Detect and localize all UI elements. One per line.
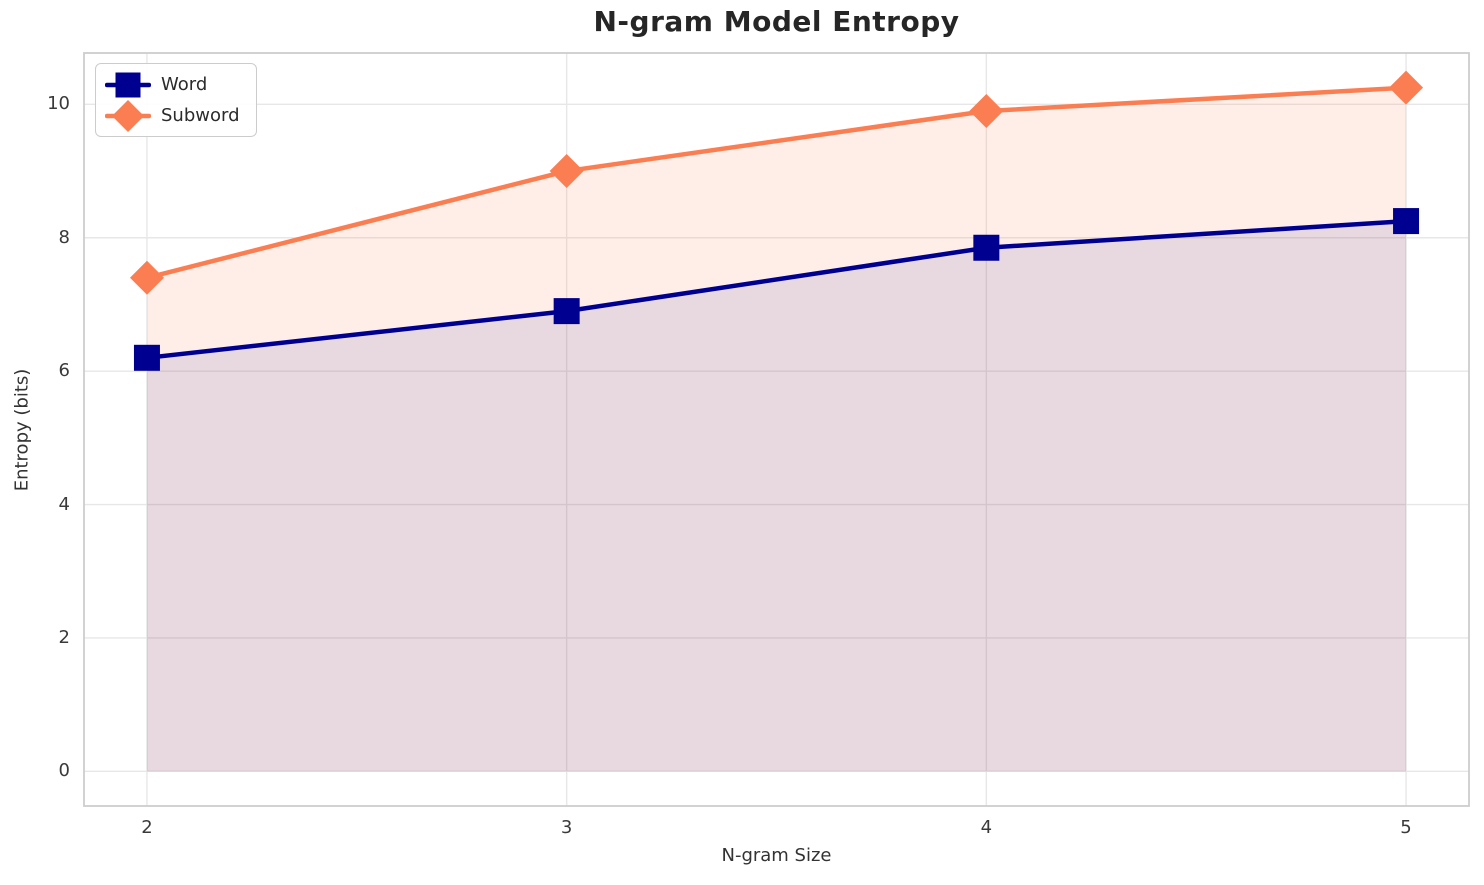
y-tick-label: 0: [58, 760, 70, 782]
x-tick-label: 3: [560, 817, 573, 838]
legend-item-word: Word: [105, 69, 240, 100]
legend-label: Word: [161, 74, 208, 95]
marker-diamond: [1389, 70, 1424, 105]
y-tick-label: 4: [58, 493, 70, 515]
line-word: [144, 218, 1409, 361]
legend-marker-diamond: [112, 99, 144, 132]
y-tick-label: 8: [58, 226, 70, 248]
marker-diamond: [129, 260, 164, 295]
x-tick-label: 4: [980, 817, 993, 838]
line-subword: [144, 85, 1409, 281]
marker-diamond: [549, 154, 584, 189]
y-axis-label: Entropy (bits): [11, 368, 33, 492]
marker-square: [1393, 208, 1420, 235]
marker-square: [973, 234, 1000, 261]
plot-border: [83, 52, 1470, 807]
x-tick-label: 2: [141, 817, 153, 838]
x-axis-label: N-gram Size: [721, 845, 832, 866]
area-fill-subword: [146, 87, 1407, 772]
x-tick-label: 5: [1400, 817, 1412, 838]
chart-title: N-gram Model Entropy: [593, 5, 960, 38]
marker-diamond: [969, 94, 1004, 129]
gridlines: [84, 53, 1469, 806]
legend-item-subword: Subword: [105, 99, 240, 132]
marker-square: [133, 344, 160, 371]
y-tick-label: 6: [58, 360, 70, 382]
marker-square: [553, 298, 580, 325]
legend-marker-square: [115, 72, 141, 97]
legend-diamond-marker-icon: [105, 99, 151, 132]
y-tick-label: 2: [58, 626, 70, 648]
legend-square-marker-icon: [105, 72, 151, 97]
area-fill-word: [146, 221, 1407, 772]
legend-label: Subword: [161, 105, 240, 126]
y-tick-label: 10: [47, 93, 70, 115]
legend: Word Subword: [95, 63, 257, 137]
